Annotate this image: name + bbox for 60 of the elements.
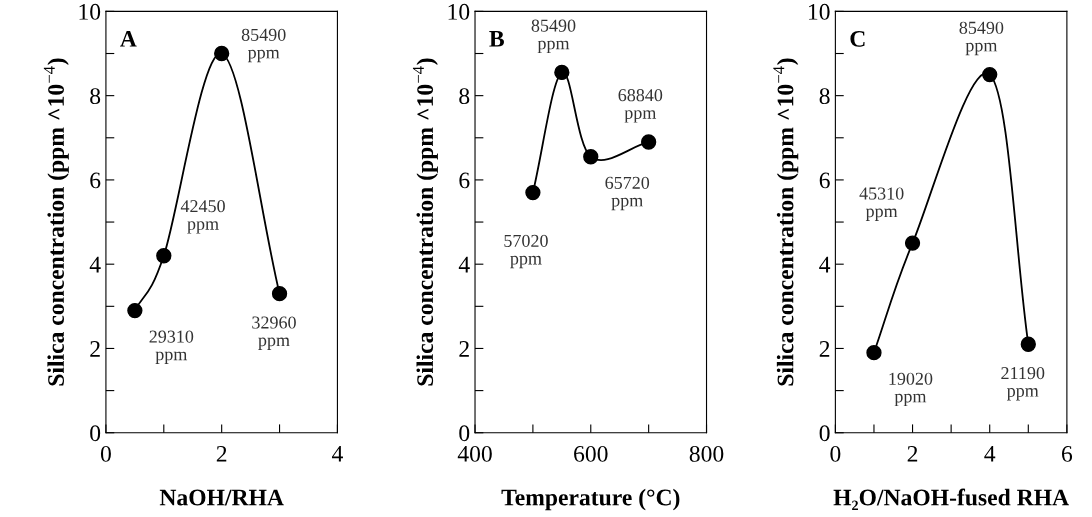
y-tick-label: 4 <box>458 256 470 273</box>
y-tick-label: 10 <box>448 3 470 20</box>
x-axis-title: NaOH/RHA <box>159 489 284 506</box>
x-axis-title: H₂O/NaOH-fused RHA <box>833 488 1069 510</box>
y-axis-title: Silica concentration (ppm ^10$^{−4}$) <box>412 58 438 386</box>
annotation: C <box>850 30 865 47</box>
point <box>1020 336 1036 352</box>
annotation: 57020 ppm <box>504 234 548 269</box>
point <box>583 149 599 165</box>
point <box>271 286 288 302</box>
annotation: 21190 ppm <box>1001 366 1045 401</box>
y-tick-label: 2 <box>459 341 469 357</box>
annotation: 42450 ppm <box>180 200 225 234</box>
annotation: 19020 ppm <box>889 372 933 407</box>
x-tick-label: 600 <box>574 445 608 462</box>
point <box>982 66 998 83</box>
annotation: 68840 ppm <box>618 89 663 123</box>
point <box>641 134 657 150</box>
annotation: 85490 ppm <box>959 21 1004 56</box>
y-tick-label: 0 <box>459 425 470 442</box>
y-tick-label: 10 <box>79 3 101 20</box>
x-tick-label: 2 <box>216 445 227 462</box>
x-tick-label: 4 <box>984 446 996 462</box>
y-tick-label: 8 <box>459 88 470 105</box>
annotation: 65720 ppm <box>605 176 650 211</box>
annotation: B <box>489 31 504 47</box>
y-tick-label: 0 <box>90 425 101 442</box>
y-axis-title: Silica concentration (ppm ^10$^{−4}$) <box>43 58 69 386</box>
point <box>866 345 882 361</box>
y-tick-label: 10 <box>808 3 830 20</box>
point <box>525 184 541 201</box>
x-tick-label: 800 <box>689 445 724 462</box>
y-axis-title: Silica concentration (ppm ^10$^{−4}$) <box>773 58 799 386</box>
y-tick-label: 8 <box>90 88 101 105</box>
y-tick-label: 8 <box>819 88 830 105</box>
y-tick-label: 6 <box>459 172 470 189</box>
x-axis-title: Temperature (°C) <box>501 488 680 511</box>
y-tick-label: 4 <box>819 256 831 273</box>
y-tick-label: 6 <box>819 172 830 189</box>
point <box>156 248 172 264</box>
point <box>554 64 570 81</box>
x-tick-label: 400 <box>457 445 492 462</box>
x-tick-label: 0 <box>830 445 841 462</box>
y-tick-label: 2 <box>90 341 100 357</box>
point <box>904 235 921 251</box>
x-tick-label: 4 <box>331 446 343 462</box>
x-tick-label: 2 <box>907 445 918 462</box>
point <box>127 302 143 319</box>
annotation: 45310 ppm <box>859 187 904 221</box>
annotation: 29310 ppm <box>149 330 194 364</box>
annotation: 32960 ppm <box>252 316 296 350</box>
x-tick-label: 6 <box>1062 445 1073 462</box>
annotation: 85490 ppm <box>241 28 286 63</box>
annotation: A <box>120 30 137 47</box>
point <box>214 45 230 62</box>
annotation: 85490 ppm <box>531 19 576 54</box>
y-tick-label: 6 <box>90 172 101 189</box>
y-tick-label: 2 <box>819 341 830 357</box>
y-tick-label: 0 <box>819 425 830 442</box>
y-tick-label: 4 <box>89 256 101 273</box>
